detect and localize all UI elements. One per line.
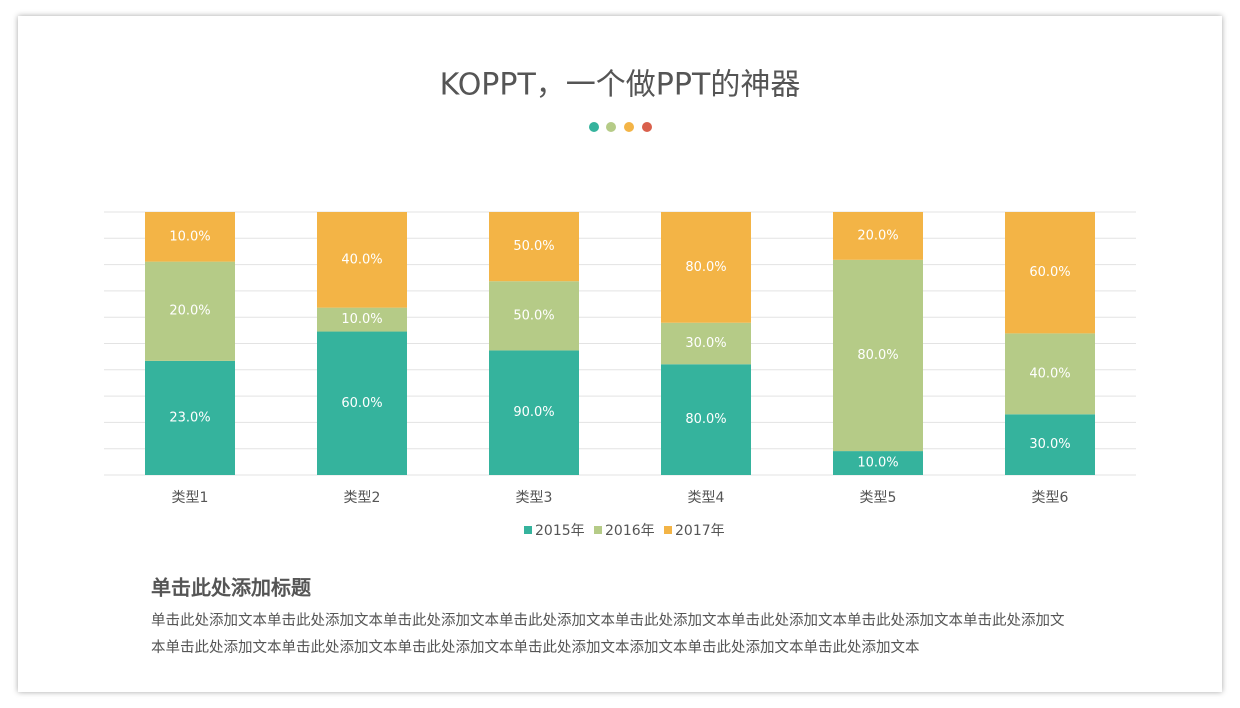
- data-label: 80.0%: [685, 412, 726, 427]
- bar-segment: [489, 212, 579, 282]
- legend-label: 2015年: [535, 523, 585, 539]
- x-tick-label: 类型6: [1032, 490, 1069, 506]
- data-label: 50.0%: [513, 308, 554, 323]
- bar-segment: [489, 350, 579, 475]
- x-tick-label: 类型2: [344, 490, 381, 506]
- data-label: 90.0%: [513, 405, 554, 420]
- x-tick-label: 类型5: [860, 490, 897, 506]
- data-label: 40.0%: [341, 252, 382, 267]
- bar-segment: [661, 322, 751, 365]
- data-label: 23.0%: [169, 410, 210, 425]
- bar-segment: [145, 360, 235, 475]
- text-heading: 单击此处添加标题: [151, 576, 312, 600]
- x-tick-label: 类型1: [172, 490, 209, 506]
- data-label: 20.0%: [857, 228, 898, 243]
- legend-label: 2016年: [605, 523, 655, 539]
- bar-segment: [317, 212, 407, 308]
- data-label: 60.0%: [1029, 265, 1070, 280]
- data-label: 40.0%: [1029, 366, 1070, 381]
- bar-segment: [1005, 333, 1095, 415]
- bar-segment: [833, 212, 923, 260]
- data-label: 30.0%: [685, 336, 726, 351]
- chart-title: KOPPT，一个做PPT的神器: [440, 68, 801, 103]
- bar-segment: [1005, 414, 1095, 475]
- bar-segment: [833, 259, 923, 452]
- data-label: 30.0%: [1029, 437, 1070, 452]
- x-tick-label: 类型4: [688, 490, 725, 506]
- data-label: 10.0%: [341, 312, 382, 327]
- legend-swatch: [524, 526, 532, 534]
- data-label: 60.0%: [341, 396, 382, 411]
- data-label: 10.0%: [857, 456, 898, 471]
- bar-segment: [145, 212, 235, 262]
- title-dots: [589, 122, 652, 132]
- bar-segment: [1005, 212, 1095, 334]
- data-label: 80.0%: [685, 260, 726, 275]
- x-tick-label: 类型3: [516, 490, 553, 506]
- data-label: 80.0%: [857, 348, 898, 363]
- bar-segment: [145, 261, 235, 361]
- legend-label: 2017年: [675, 523, 725, 539]
- bar-segment: [661, 212, 751, 323]
- bar-segment: [661, 364, 751, 475]
- legend-swatch: [664, 526, 672, 534]
- data-label: 50.0%: [513, 239, 554, 254]
- text-line: 本单击此处添加文本单击此处添加文本单击此处添加文本单击此处添加文本添加文本单击此…: [151, 639, 920, 656]
- data-label: 10.0%: [169, 229, 210, 244]
- bar-segment: [833, 451, 923, 475]
- bar-segment: [317, 331, 407, 475]
- text-line: 单击此处添加文本单击此处添加文本单击此处添加文本单击此处添加文本单击此处添加文本…: [151, 612, 1065, 629]
- bar-segment: [317, 307, 407, 332]
- legend-swatch: [594, 526, 602, 534]
- bar-segment: [489, 281, 579, 351]
- data-label: 20.0%: [169, 304, 210, 319]
